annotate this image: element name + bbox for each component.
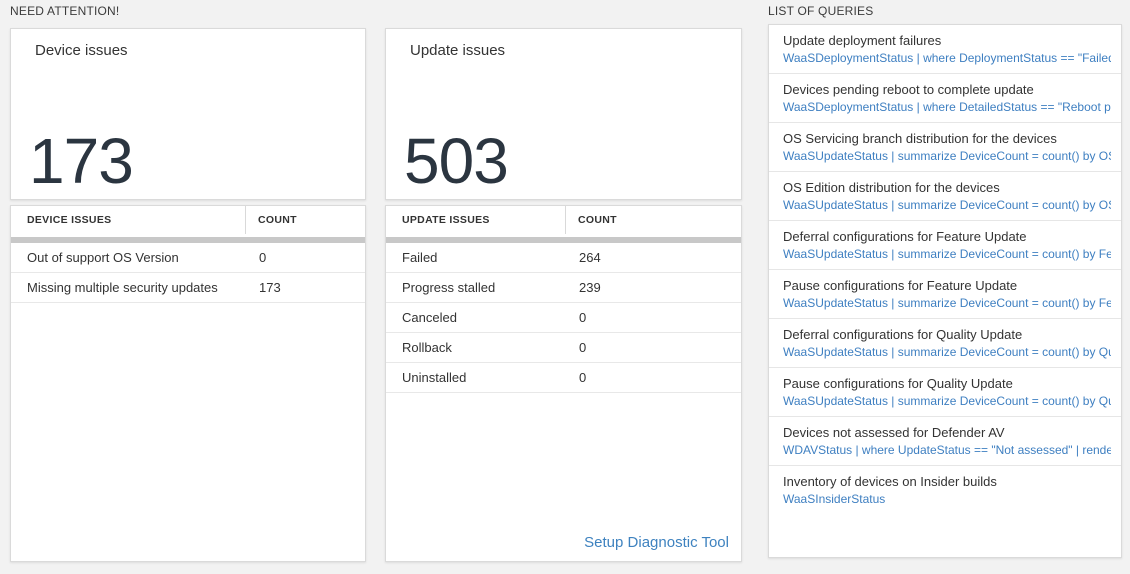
query-code-link[interactable]: WDAVStatus | where UpdateStatus == "Not … xyxy=(783,443,1111,457)
query-title: Inventory of devices on Insider builds xyxy=(783,474,997,489)
table-row[interactable]: Progress stalled 239 xyxy=(386,273,741,303)
query-code-link[interactable]: WaaSUpdateStatus | summarize DeviceCount… xyxy=(783,149,1111,163)
count-column-header: COUNT xyxy=(578,214,617,226)
query-list-item[interactable]: OS Edition distribution for the devices … xyxy=(769,171,1121,220)
issue-count: 0 xyxy=(259,250,267,265)
query-list: Update deployment failures WaaSDeploymen… xyxy=(769,25,1121,514)
table-row[interactable]: Missing multiple security updates 173 xyxy=(11,273,365,303)
device-issues-table-body: Out of support OS Version 0 Missing mult… xyxy=(11,243,365,303)
table-row[interactable]: Canceled 0 xyxy=(386,303,741,333)
query-list-item[interactable]: Pause configurations for Quality Update … xyxy=(769,367,1121,416)
update-issues-card-title: Update issues xyxy=(410,42,506,59)
count-column-header: COUNT xyxy=(258,214,297,226)
query-title: Devices pending reboot to complete updat… xyxy=(783,82,1034,97)
query-title: Pause configurations for Feature Update xyxy=(783,278,1018,293)
query-list-item[interactable]: OS Servicing branch distribution for the… xyxy=(769,122,1121,171)
issue-label: Canceled xyxy=(402,310,457,325)
update-issues-summary-card[interactable]: Update issues 503 xyxy=(385,28,742,200)
device-issues-count: 173 xyxy=(29,124,134,197)
header-divider-band xyxy=(11,237,365,243)
query-list-item[interactable]: Devices pending reboot to complete updat… xyxy=(769,73,1121,122)
query-code-link[interactable]: WaaSUpdateStatus | summarize DeviceCount… xyxy=(783,198,1111,212)
issue-label: Out of support OS Version xyxy=(27,250,179,265)
setup-diagnostic-tool-link[interactable]: Setup Diagnostic Tool xyxy=(584,534,729,551)
table-row[interactable]: Failed 264 xyxy=(386,243,741,273)
device-issues-summary-card[interactable]: Device issues 173 xyxy=(10,28,366,200)
query-list-item[interactable]: Pause configurations for Feature Update … xyxy=(769,269,1121,318)
issue-label: Failed xyxy=(402,250,438,265)
update-issues-column-header: UPDATE ISSUES xyxy=(386,206,566,234)
query-code-link[interactable]: WaaSUpdateStatus | summarize DeviceCount… xyxy=(783,394,1111,408)
update-issues-table-body: Failed 264 Progress stalled 239 Canceled… xyxy=(386,243,741,393)
device-issues-card-title: Device issues xyxy=(35,42,128,59)
update-issues-table-card: UPDATE ISSUES COUNT Failed 264 Progress … xyxy=(385,205,742,562)
query-title: OS Edition distribution for the devices xyxy=(783,180,1000,195)
query-title: Update deployment failures xyxy=(783,33,942,48)
device-issues-column-header: DEVICE ISSUES xyxy=(11,206,246,234)
list-of-queries-section-label: LIST OF QUERIES xyxy=(768,4,874,18)
query-list-item[interactable]: Deferral configurations for Feature Upda… xyxy=(769,220,1121,269)
table-row[interactable]: Out of support OS Version 0 xyxy=(11,243,365,273)
query-code-link[interactable]: WaaSDeploymentStatus | where DeploymentS… xyxy=(783,51,1111,65)
query-list-item[interactable]: Inventory of devices on Insider builds W… xyxy=(769,465,1121,514)
issue-count: 0 xyxy=(579,340,587,355)
issue-count: 0 xyxy=(579,310,587,325)
query-title: Deferral configurations for Feature Upda… xyxy=(783,229,1027,244)
query-list-item[interactable]: Update deployment failures WaaSDeploymen… xyxy=(769,25,1121,73)
query-list-item[interactable]: Deferral configurations for Quality Upda… xyxy=(769,318,1121,367)
device-issues-table-card: DEVICE ISSUES COUNT Out of support OS Ve… xyxy=(10,205,366,562)
query-title: Pause configurations for Quality Update xyxy=(783,376,1013,391)
update-issues-count: 503 xyxy=(404,124,509,197)
query-list-panel: Update deployment failures WaaSDeploymen… xyxy=(768,24,1122,558)
issue-label: Progress stalled xyxy=(402,280,496,295)
update-issues-table-header: UPDATE ISSUES COUNT xyxy=(386,206,741,234)
query-title: Devices not assessed for Defender AV xyxy=(783,425,1005,440)
device-issues-table-header: DEVICE ISSUES COUNT xyxy=(11,206,365,234)
table-row[interactable]: Uninstalled 0 xyxy=(386,363,741,393)
table-row[interactable]: Rollback 0 xyxy=(386,333,741,363)
query-title: Deferral configurations for Quality Upda… xyxy=(783,327,1023,342)
issue-count: 173 xyxy=(259,280,281,295)
query-code-link[interactable]: WaaSUpdateStatus | summarize DeviceCount… xyxy=(783,345,1111,359)
issue-count: 0 xyxy=(579,370,587,385)
issue-count: 264 xyxy=(579,250,601,265)
query-title: OS Servicing branch distribution for the… xyxy=(783,131,1057,146)
query-code-link[interactable]: WaaSUpdateStatus | summarize DeviceCount… xyxy=(783,296,1111,310)
issue-label: Missing multiple security updates xyxy=(27,280,218,295)
query-list-item[interactable]: Devices not assessed for Defender AV WDA… xyxy=(769,416,1121,465)
issue-count: 239 xyxy=(579,280,601,295)
issue-label: Uninstalled xyxy=(402,370,467,385)
need-attention-section-label: NEED ATTENTION! xyxy=(10,4,120,18)
issue-label: Rollback xyxy=(402,340,452,355)
header-divider-band xyxy=(386,237,741,243)
query-code-link[interactable]: WaaSUpdateStatus | summarize DeviceCount… xyxy=(783,247,1111,261)
query-code-link[interactable]: WaaSInsiderStatus xyxy=(783,492,886,506)
query-code-link[interactable]: WaaSDeploymentStatus | where DetailedSta… xyxy=(783,100,1111,114)
